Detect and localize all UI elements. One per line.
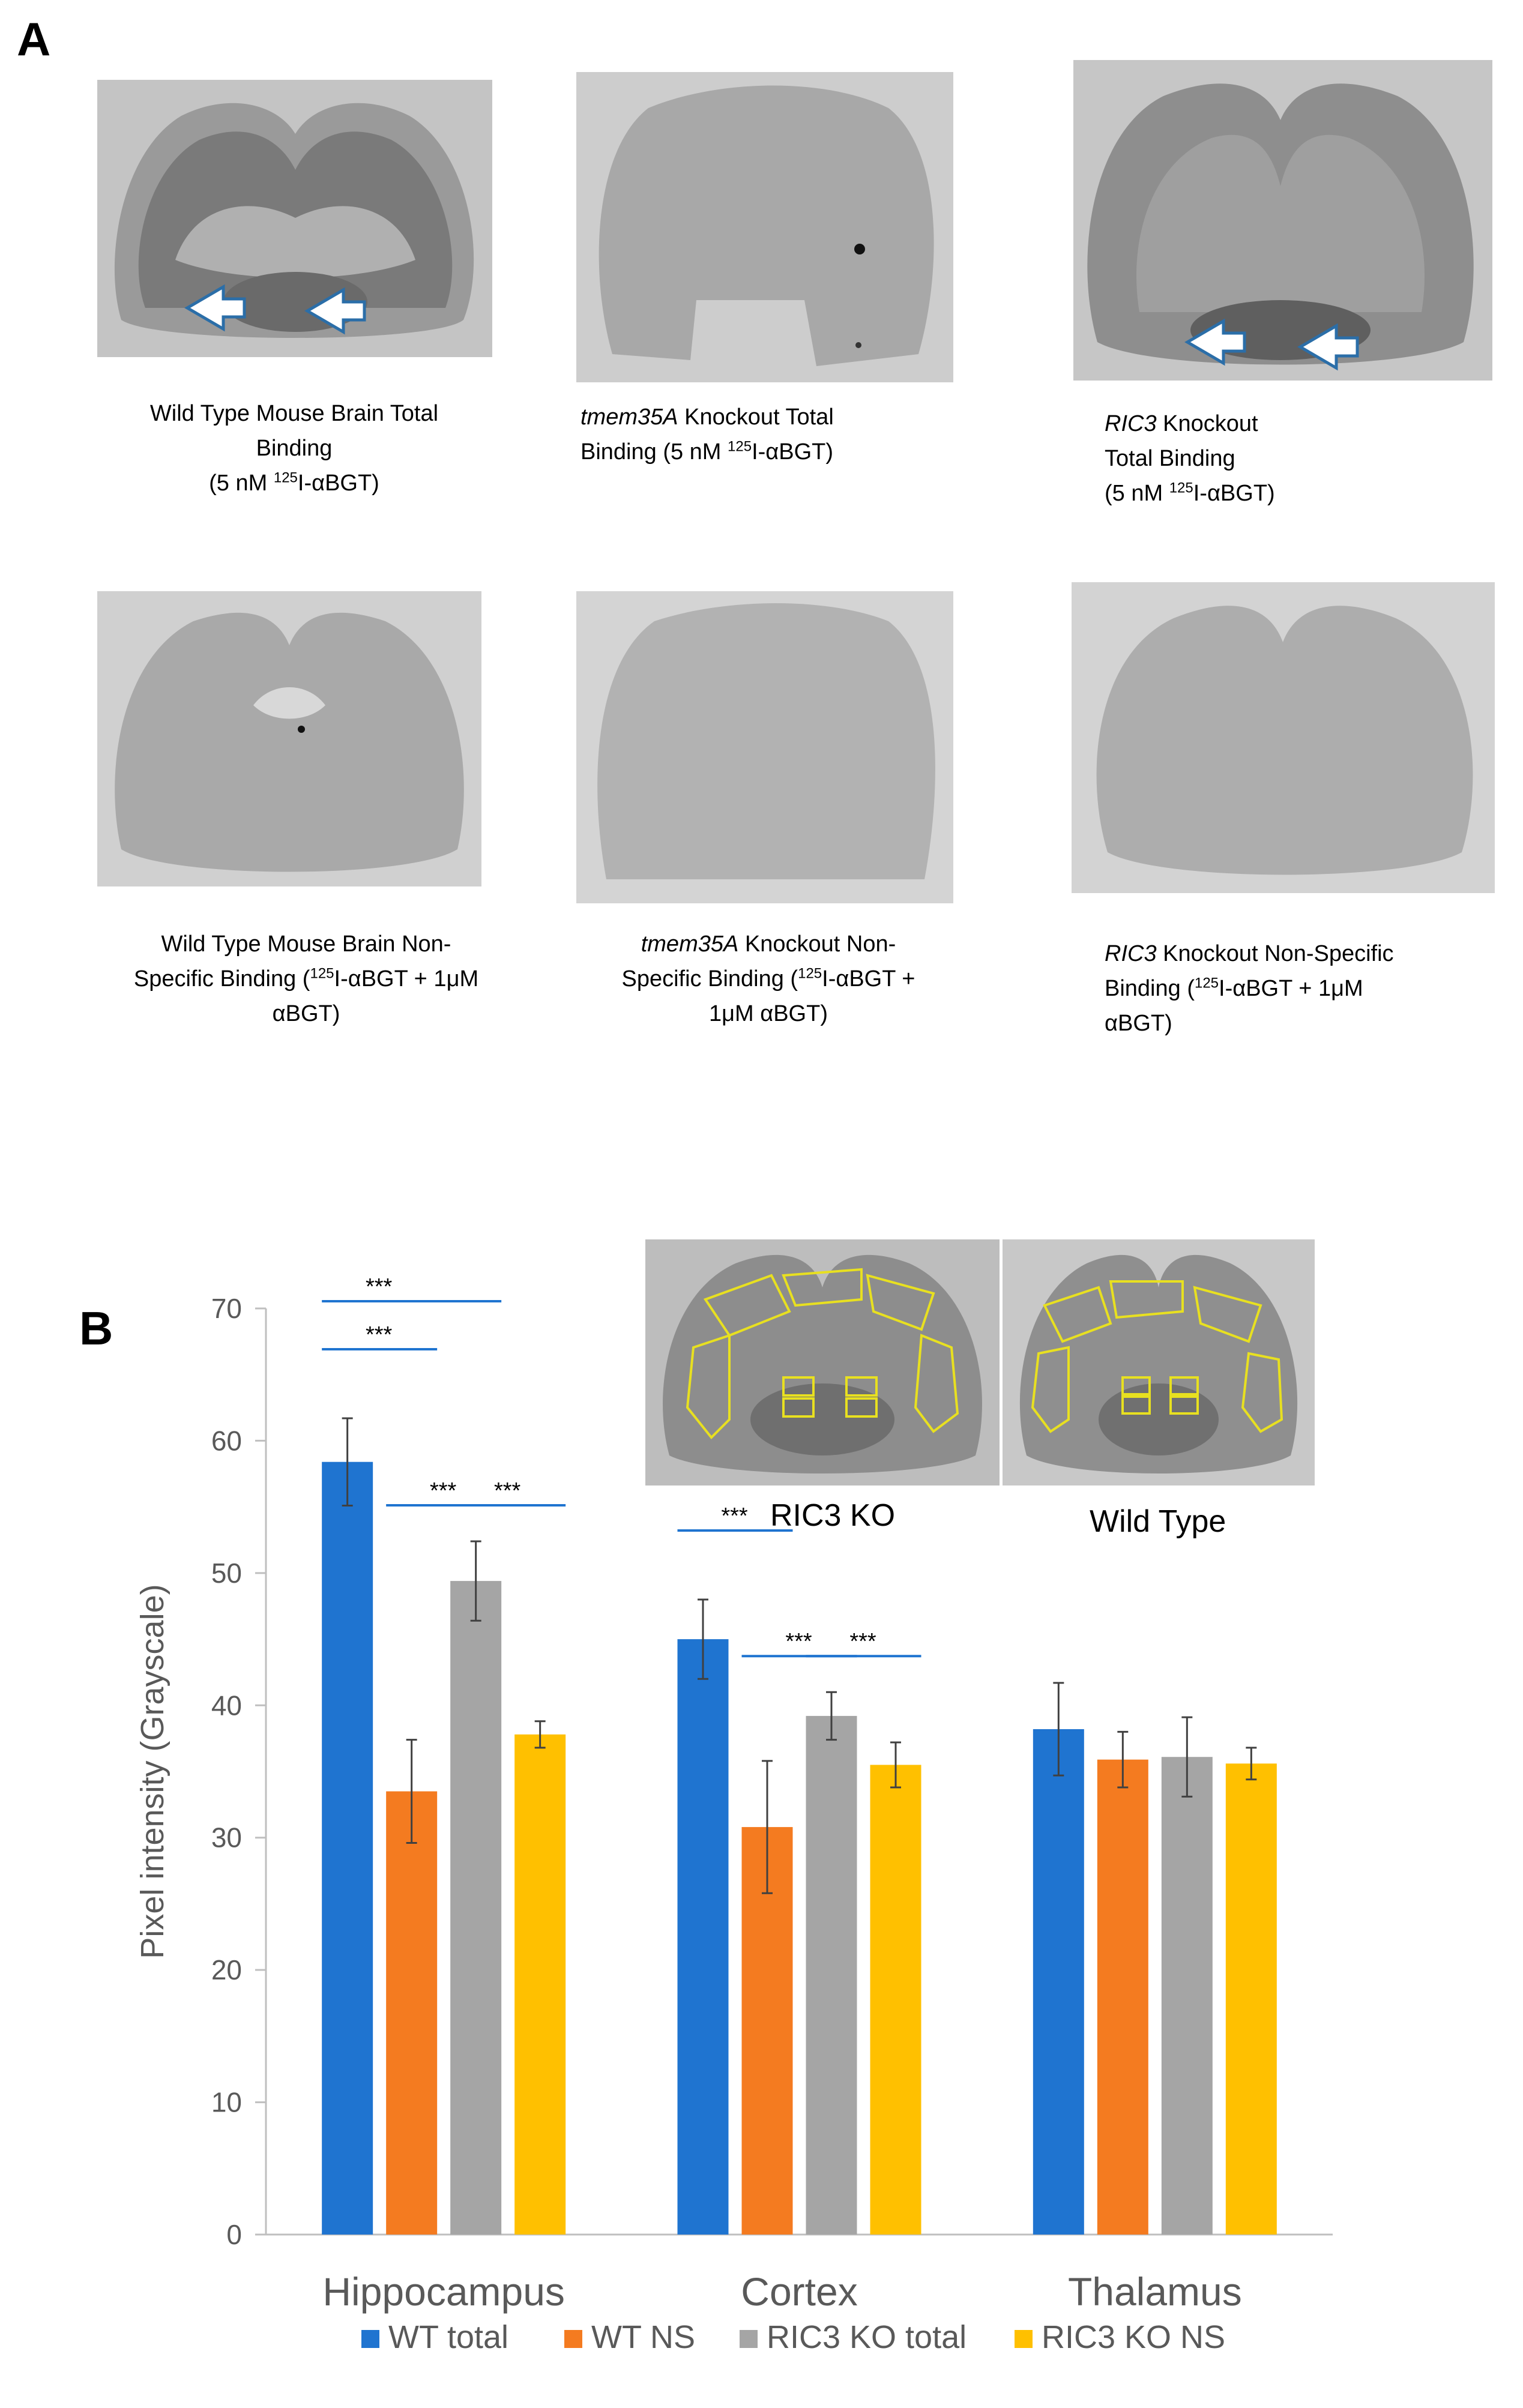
significance-label: *** bbox=[849, 1629, 876, 1654]
significance-label: *** bbox=[785, 1629, 812, 1654]
y-tick-label: 0 bbox=[226, 2219, 242, 2250]
wt-nonspecific-binding-image bbox=[97, 591, 481, 886]
legend-label: WT NS bbox=[591, 2319, 695, 2355]
pixel-intensity-bar-chart: 0 10 20 30 40 50 60 70 Pixel intensity (Grayscal… bbox=[134, 1274, 1333, 2355]
significance-label: *** bbox=[366, 1322, 393, 1347]
legend-label: WT total bbox=[388, 2319, 508, 2355]
ric3-ko-roi-image bbox=[645, 1239, 1000, 1485]
caption-line: (5 nM 125I-αBGT) bbox=[1105, 480, 1275, 506]
significance-label: *** bbox=[494, 1478, 521, 1503]
bar-thalamus-wt-ns bbox=[1097, 1759, 1148, 2235]
x-category-label: Thalamus bbox=[1068, 2269, 1242, 2314]
bar-hippocampus-ric3-ko-ns bbox=[514, 1734, 566, 2235]
legend-swatch bbox=[564, 2330, 582, 2348]
y-axis-title: Pixel intensity (Grayscale) bbox=[134, 1584, 170, 1958]
caption-line: RIC3 Knockout Non-Specific bbox=[1105, 941, 1394, 966]
caption-line: Specific Binding (125I-αBGT + 1μM bbox=[133, 965, 479, 992]
bar-hippocampus-ric3-ko-total bbox=[450, 1581, 502, 2235]
y-tick-label: 70 bbox=[211, 1293, 242, 1324]
panel-label-a: A bbox=[17, 13, 51, 65]
bar-cortex-wt-ns bbox=[741, 1827, 793, 2235]
x-category-label: Hippocampus bbox=[322, 2269, 565, 2314]
caption-ric3-total: RIC3 Knockout Total Binding (5 nM 125I-α… bbox=[1105, 406, 1489, 511]
caption-line: Binding (5 nM 125I-αBGT) bbox=[581, 438, 834, 465]
legend-swatch bbox=[361, 2330, 379, 2348]
caption-wt-total: Wild Type Mouse Brain Total Binding (5 n… bbox=[96, 396, 492, 501]
inset-label-ric3-ko: RIC3 KO bbox=[770, 1498, 896, 1533]
x-category-label: Cortex bbox=[741, 2269, 857, 2314]
caption-line: RIC3 Knockout bbox=[1105, 411, 1258, 436]
panel-label-b: B bbox=[79, 1302, 113, 1355]
caption-line: Binding bbox=[256, 436, 333, 461]
wt-total-binding-image bbox=[97, 80, 492, 357]
significance-label: *** bbox=[366, 1274, 393, 1299]
bar-hippocampus-wt-ns bbox=[386, 1791, 438, 2235]
bar-hippocampus-wt-total bbox=[322, 1461, 373, 2235]
caption-line: Specific Binding (125I-αBGT + bbox=[621, 965, 915, 992]
caption-tmem35a-total: tmem35A Knockout Total Binding (5 nM 125… bbox=[581, 400, 953, 469]
significance-label: *** bbox=[721, 1503, 748, 1529]
caption-line: Wild Type Mouse Brain Non- bbox=[161, 932, 451, 957]
caption-line: Binding (125I-αBGT + 1μM bbox=[1105, 975, 1363, 1001]
y-tick-label: 60 bbox=[211, 1425, 242, 1456]
caption-tmem35a-nonspecific: tmem35A Knockout Non- Specific Binding (… bbox=[576, 927, 961, 1031]
caption-ric3-nonspecific: RIC3 Knockout Non-Specific Binding (125I… bbox=[1105, 936, 1501, 1041]
caption-line: tmem35A Knockout Total bbox=[581, 405, 834, 430]
bar-thalamus-wt-total bbox=[1033, 1729, 1084, 2235]
y-tick-label: 40 bbox=[211, 1690, 242, 1721]
significance-label: *** bbox=[430, 1478, 457, 1503]
y-tick-label: 10 bbox=[211, 2087, 242, 2118]
wild-type-roi-image bbox=[1003, 1239, 1315, 1485]
bar-thalamus-ric3-ko-total bbox=[1161, 1757, 1213, 2235]
ric3-nonspecific-binding-image bbox=[1072, 582, 1495, 893]
caption-line: 1μM αBGT) bbox=[709, 1001, 828, 1026]
bar-thalamus-ric3-ko-ns bbox=[1225, 1763, 1277, 2235]
y-tick-label: 20 bbox=[211, 1954, 242, 1985]
caption-line: Wild Type Mouse Brain Total bbox=[149, 401, 439, 426]
caption-wt-nonspecific: Wild Type Mouse Brain Non- Specific Bind… bbox=[90, 927, 522, 1031]
caption-line: Total Binding bbox=[1105, 446, 1235, 471]
inset-label-wild-type: Wild Type bbox=[1090, 1504, 1226, 1539]
tmem35a-total-binding-image bbox=[576, 72, 953, 382]
tmem35a-nonspecific-binding-image bbox=[576, 591, 953, 903]
legend-label: RIC3 KO NS bbox=[1042, 2319, 1225, 2355]
bar-cortex-ric3-ko-ns bbox=[870, 1765, 921, 2235]
y-tick-label: 50 bbox=[211, 1558, 242, 1589]
caption-line: tmem35A Knockout Non- bbox=[641, 932, 896, 957]
legend-label: RIC3 KO total bbox=[767, 2319, 967, 2355]
ric3-total-binding-image bbox=[1073, 60, 1492, 381]
y-tick-label: 30 bbox=[211, 1822, 242, 1853]
legend-swatch bbox=[740, 2330, 758, 2348]
legend-swatch bbox=[1015, 2330, 1033, 2348]
caption-line: (5 nM 125I-αBGT) bbox=[209, 469, 379, 496]
caption-line: αBGT) bbox=[1105, 1011, 1172, 1036]
caption-line: αBGT) bbox=[272, 1001, 340, 1026]
bar-cortex-ric3-ko-total bbox=[806, 1715, 857, 2235]
bar-cortex-wt-total bbox=[677, 1639, 729, 2235]
